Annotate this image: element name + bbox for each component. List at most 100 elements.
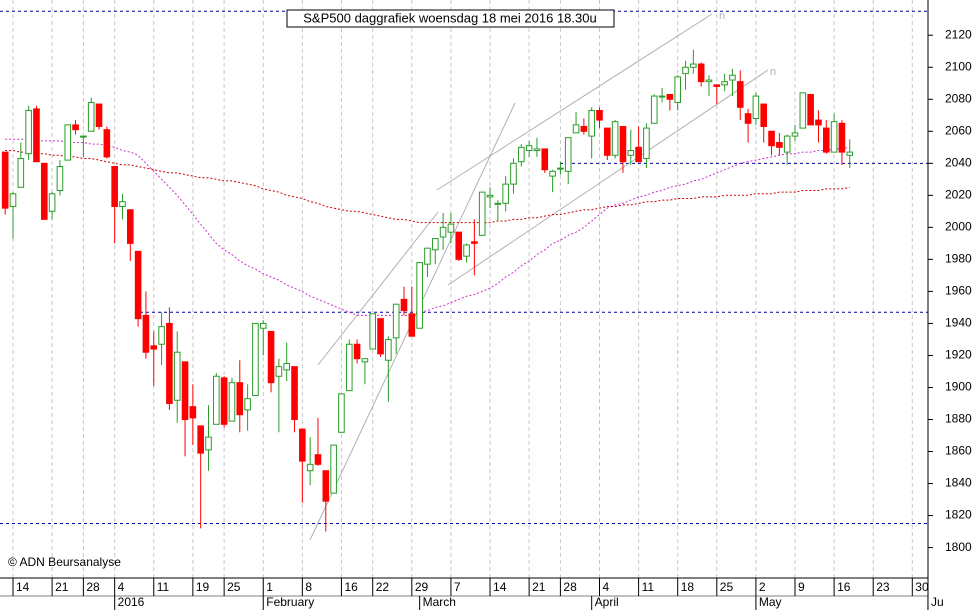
candle-body [314,454,322,465]
candle-body [564,137,572,172]
candle-body [306,463,314,472]
trend-line [447,69,769,286]
candle-body [830,121,838,153]
candle-body [283,362,290,371]
candle-body [345,343,353,392]
candle-body [776,141,783,148]
x-tick-label: 9 [798,580,805,594]
y-tick-label: 2120 [945,27,972,41]
candle-body [455,231,463,260]
trend-line [436,13,713,191]
candle-body [1,151,9,209]
y-tick-label: 2040 [945,155,972,169]
candle-body [713,84,721,87]
candle-body [533,148,541,152]
candle-body [815,119,822,126]
candle-body [682,66,689,75]
candle-body [205,436,212,451]
x-tick-label: 11 [157,580,170,594]
month-label: Ju [931,595,944,609]
grid [12,0,913,578]
candle-body [48,193,56,212]
candle-body [791,132,799,137]
candle-body [103,129,111,158]
candle-body [525,145,533,152]
month-label: March [423,595,456,609]
candle-body [267,330,275,384]
candle-body [158,326,165,345]
candle-body [643,127,650,160]
candle-body [119,201,126,208]
x-tick-label: 21 [532,580,546,594]
candle-body [619,125,627,163]
candle-body [291,366,298,420]
candle-body [666,93,674,100]
candle-body [353,343,361,360]
candle-body [361,358,369,363]
x-tick-label: 8 [305,580,312,594]
month-label: April [595,595,619,609]
candle-body [604,127,611,156]
x-tick-label: 16 [344,580,358,594]
candle-body [189,406,197,419]
x-tick-label: 19 [196,580,210,594]
x-tick-label: 21 [55,580,69,594]
y-tick-label: 1920 [945,348,972,362]
candle-body [658,95,666,98]
candle-body [611,121,619,156]
trend-line [317,211,439,366]
candle-body [674,76,682,103]
candle-body [252,322,259,396]
candle-body [494,202,502,205]
candle-body [330,444,337,494]
candle-body [87,101,95,132]
candle-body [259,322,267,329]
candle-body [377,318,384,355]
candle-body [173,351,181,401]
y-tick-label: 2060 [945,123,972,137]
chart-title: S&P500 daggrafiek woensdag 18 mei 2016 1… [303,10,596,25]
candle-body [627,150,635,156]
candle-body [244,398,251,411]
candle-body [572,124,580,134]
x-tick-label: 7 [454,580,461,594]
candle-body [17,158,25,188]
title-box [286,9,615,28]
candles [1,49,854,532]
credit: © ADN Beursanalyse [8,555,121,569]
candle-body [220,377,228,425]
candle-body [275,366,283,377]
x-tick-label: 4 [603,580,610,594]
candle-body [322,470,330,502]
candle-body [721,81,728,86]
candle-body [736,81,744,108]
candle-body [416,262,423,329]
x-tick-label: 25 [720,580,734,594]
candle-body [228,382,236,422]
candle-body [392,303,400,339]
candle-body [518,146,525,163]
candle-body [752,95,760,119]
candle-body [134,250,142,320]
candle-body [846,151,854,156]
x-tick-label: 25 [227,580,241,594]
candle-body [424,247,431,265]
y-tick-label: 1820 [945,508,972,522]
candle-body [299,428,306,462]
candle-body [447,223,455,233]
month-label: February [266,595,314,609]
candle-body [431,238,439,251]
candle-body [596,109,603,121]
candle-body [95,103,103,127]
candle-body [408,313,416,337]
candle-body [635,146,642,163]
candle-body [549,170,556,177]
candle-body [166,322,173,404]
candle-body [439,226,447,238]
x-tick-label: 29 [415,580,429,594]
x-tick-label: 2 [759,580,766,594]
y-tick-label: 1800 [945,540,972,554]
candle-body [697,63,705,83]
